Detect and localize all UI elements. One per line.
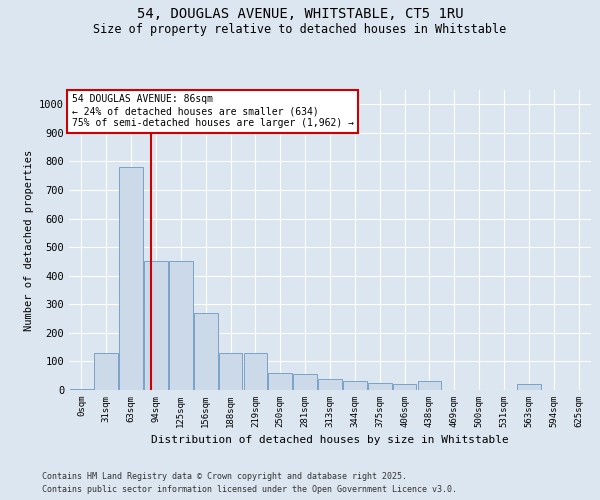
Bar	[144, 262, 168, 390]
Bar	[169, 262, 193, 390]
Text: 54, DOUGLAS AVENUE, WHITSTABLE, CT5 1RU: 54, DOUGLAS AVENUE, WHITSTABLE, CT5 1RU	[137, 8, 463, 22]
Bar	[244, 353, 267, 390]
Bar	[194, 313, 218, 390]
Bar	[393, 384, 416, 390]
Text: 54 DOUGLAS AVENUE: 86sqm
← 24% of detached houses are smaller (634)
75% of semi-: 54 DOUGLAS AVENUE: 86sqm ← 24% of detach…	[71, 94, 353, 128]
Y-axis label: Number of detached properties: Number of detached properties	[23, 150, 34, 330]
Bar	[368, 383, 392, 390]
X-axis label: Distribution of detached houses by size in Whitstable: Distribution of detached houses by size …	[151, 436, 509, 446]
Text: Contains public sector information licensed under the Open Government Licence v3: Contains public sector information licen…	[42, 485, 457, 494]
Bar	[517, 384, 541, 390]
Bar	[268, 373, 292, 390]
Text: Size of property relative to detached houses in Whitstable: Size of property relative to detached ho…	[94, 22, 506, 36]
Text: Contains HM Land Registry data © Crown copyright and database right 2025.: Contains HM Land Registry data © Crown c…	[42, 472, 407, 481]
Bar	[119, 167, 143, 390]
Bar	[293, 374, 317, 390]
Bar	[343, 382, 367, 390]
Bar	[318, 378, 342, 390]
Bar	[418, 382, 441, 390]
Bar	[219, 353, 242, 390]
Bar	[94, 353, 118, 390]
